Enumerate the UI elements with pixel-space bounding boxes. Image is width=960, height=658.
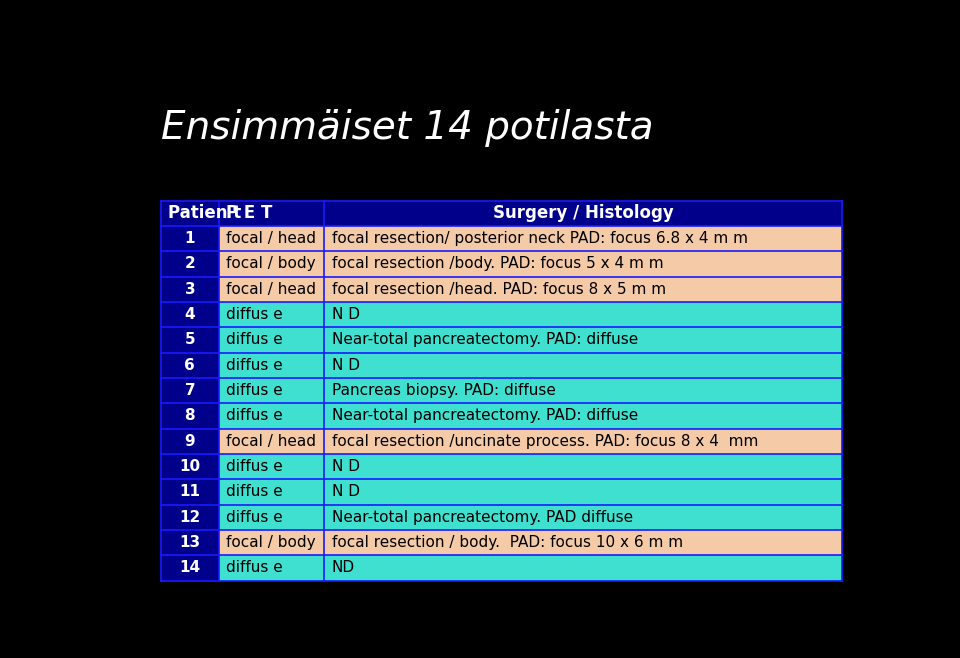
Text: 3: 3 bbox=[184, 282, 195, 297]
Text: Ensimmäiset 14 potilasta: Ensimmäiset 14 potilasta bbox=[161, 109, 654, 147]
Text: diffus e: diffus e bbox=[227, 358, 283, 372]
Text: 4: 4 bbox=[184, 307, 195, 322]
Text: diffus e: diffus e bbox=[227, 307, 283, 322]
Bar bbox=[161, 302, 219, 327]
Bar bbox=[219, 479, 324, 505]
Text: ND: ND bbox=[332, 561, 355, 575]
Bar bbox=[324, 378, 842, 403]
Bar bbox=[161, 428, 219, 454]
Bar bbox=[324, 201, 842, 226]
Text: 5: 5 bbox=[184, 332, 195, 347]
Text: 13: 13 bbox=[180, 535, 201, 550]
Text: 1: 1 bbox=[184, 231, 195, 246]
Bar bbox=[324, 327, 842, 353]
Bar bbox=[219, 327, 324, 353]
Bar bbox=[161, 505, 219, 530]
Text: Surgery / Histology: Surgery / Histology bbox=[492, 204, 673, 222]
Bar bbox=[161, 454, 219, 479]
Text: 8: 8 bbox=[184, 409, 195, 423]
Text: diffus e: diffus e bbox=[227, 484, 283, 499]
Bar bbox=[324, 479, 842, 505]
Text: diffus e: diffus e bbox=[227, 383, 283, 398]
Text: 11: 11 bbox=[180, 484, 201, 499]
Text: diffus e: diffus e bbox=[227, 561, 283, 575]
Bar bbox=[324, 353, 842, 378]
Bar bbox=[219, 454, 324, 479]
Text: focal / head: focal / head bbox=[227, 231, 316, 246]
Bar bbox=[219, 276, 324, 302]
Text: focal / head: focal / head bbox=[227, 434, 316, 449]
Bar bbox=[219, 302, 324, 327]
Bar bbox=[161, 555, 219, 580]
Bar bbox=[161, 201, 219, 226]
Bar bbox=[161, 251, 219, 276]
Text: focal resection /head. PAD: focus 8 x 5 m m: focal resection /head. PAD: focus 8 x 5 … bbox=[332, 282, 666, 297]
Text: focal resection/ posterior neck PAD: focus 6.8 x 4 m m: focal resection/ posterior neck PAD: foc… bbox=[332, 231, 748, 246]
Bar bbox=[324, 428, 842, 454]
Text: diffus e: diffus e bbox=[227, 332, 283, 347]
Bar bbox=[324, 251, 842, 276]
Text: 10: 10 bbox=[180, 459, 201, 474]
Bar bbox=[161, 378, 219, 403]
Text: P E T: P E T bbox=[227, 204, 273, 222]
Bar bbox=[161, 403, 219, 428]
Text: focal / head: focal / head bbox=[227, 282, 316, 297]
Bar bbox=[219, 353, 324, 378]
Text: diffus e: diffus e bbox=[227, 409, 283, 423]
Bar bbox=[219, 201, 324, 226]
Text: Near-total pancreatectomy. PAD: diffuse: Near-total pancreatectomy. PAD: diffuse bbox=[332, 332, 638, 347]
Bar bbox=[161, 276, 219, 302]
Bar bbox=[219, 251, 324, 276]
Bar bbox=[324, 403, 842, 428]
Text: Patien t: Patien t bbox=[168, 204, 242, 222]
Bar bbox=[324, 530, 842, 555]
Text: 9: 9 bbox=[184, 434, 195, 449]
Text: focal / body: focal / body bbox=[227, 535, 316, 550]
Text: Pancreas biopsy. PAD: diffuse: Pancreas biopsy. PAD: diffuse bbox=[332, 383, 556, 398]
Text: N D: N D bbox=[332, 358, 360, 372]
Text: focal resection / body.  PAD: focus 10 x 6 m m: focal resection / body. PAD: focus 10 x … bbox=[332, 535, 683, 550]
Bar bbox=[219, 403, 324, 428]
Text: N D: N D bbox=[332, 459, 360, 474]
Text: diffus e: diffus e bbox=[227, 459, 283, 474]
Text: N D: N D bbox=[332, 307, 360, 322]
Bar bbox=[219, 226, 324, 251]
Bar bbox=[219, 428, 324, 454]
Bar bbox=[161, 226, 219, 251]
Text: 6: 6 bbox=[184, 358, 195, 372]
Text: focal / body: focal / body bbox=[227, 257, 316, 271]
Bar bbox=[324, 454, 842, 479]
Text: focal resection /uncinate process. PAD: focus 8 x 4  mm: focal resection /uncinate process. PAD: … bbox=[332, 434, 758, 449]
Bar bbox=[161, 353, 219, 378]
Text: 7: 7 bbox=[184, 383, 195, 398]
Bar bbox=[219, 530, 324, 555]
Bar bbox=[219, 555, 324, 580]
Bar bbox=[324, 226, 842, 251]
Bar bbox=[161, 327, 219, 353]
Text: 2: 2 bbox=[184, 257, 195, 271]
Text: diffus e: diffus e bbox=[227, 510, 283, 524]
Text: 12: 12 bbox=[180, 510, 201, 524]
Bar bbox=[219, 505, 324, 530]
Text: Near-total pancreatectomy. PAD: diffuse: Near-total pancreatectomy. PAD: diffuse bbox=[332, 409, 638, 423]
Text: Near-total pancreatectomy. PAD diffuse: Near-total pancreatectomy. PAD diffuse bbox=[332, 510, 633, 524]
Bar bbox=[324, 555, 842, 580]
Bar bbox=[324, 276, 842, 302]
Bar bbox=[324, 505, 842, 530]
Bar bbox=[161, 479, 219, 505]
Text: focal resection /body. PAD: focus 5 x 4 m m: focal resection /body. PAD: focus 5 x 4 … bbox=[332, 257, 663, 271]
Bar bbox=[219, 378, 324, 403]
Bar bbox=[324, 302, 842, 327]
Bar bbox=[161, 530, 219, 555]
Text: N D: N D bbox=[332, 484, 360, 499]
Text: 14: 14 bbox=[180, 561, 201, 575]
